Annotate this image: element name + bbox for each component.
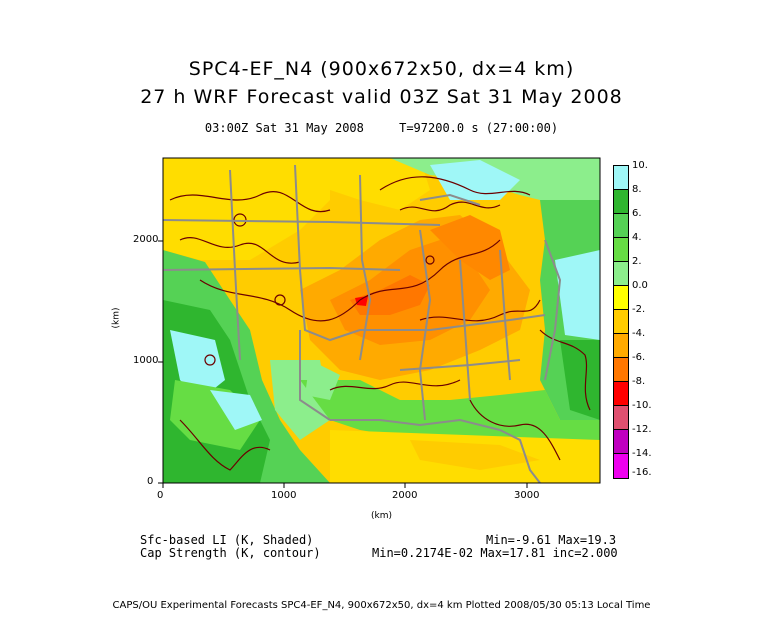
x-tick-3000: 3000 — [514, 490, 540, 501]
colorbar-swatch — [614, 406, 628, 430]
map-frame — [162, 157, 601, 484]
valid-time-label: 03:00Z Sat 31 May 2008 — [204, 121, 364, 135]
colorbar-label: 2. — [632, 256, 642, 267]
colorbar-swatch — [614, 262, 628, 286]
colorbar-swatch — [614, 190, 628, 214]
colorbar-swatch — [614, 430, 628, 454]
colorbar-swatch — [614, 214, 628, 238]
colorbar-label: -16. — [632, 467, 652, 478]
x-tick-1000: 1000 — [271, 490, 297, 501]
plot-credit: CAPS/OU Experimental Forecasts SPC4-EF_N… — [112, 600, 651, 611]
colorbar-label: -2. — [632, 304, 646, 315]
colorbar-label: -6. — [632, 352, 646, 363]
colorbar-label: -4. — [632, 328, 646, 339]
colorbar-label: -14. — [632, 448, 652, 459]
colorbar-swatch — [614, 286, 628, 310]
colorbar-label: 8. — [632, 184, 642, 195]
x-axis-title: (km) — [371, 511, 393, 521]
colorbar-label: 0.0 — [632, 280, 648, 291]
colorbar — [613, 165, 629, 479]
li-field — [163, 158, 600, 483]
colorbar-swatch — [614, 358, 628, 382]
x-tick-2000: 2000 — [392, 490, 418, 501]
plot-title: SPC4-EF_N4 (900x672x50, dx=4 km) — [188, 58, 575, 80]
colorbar-swatch — [614, 238, 628, 262]
contour-field-label: Cap Strength (K, contour) — [140, 546, 321, 560]
y-axis-title: (km) — [111, 307, 122, 329]
y-tick-1000: 1000 — [133, 355, 159, 366]
axis-ticks — [158, 240, 528, 488]
cap-contours — [169, 176, 591, 471]
shaded-field-stats: Min=-9.61 Max=19.3 — [486, 533, 617, 547]
colorbar-label: 4. — [632, 232, 642, 243]
colorbar-swatch — [614, 334, 628, 358]
shaded-field-label: Sfc-based LI (K, Shaded) — [140, 533, 314, 547]
x-tick-0: 0 — [157, 490, 164, 501]
state-boundaries — [163, 164, 562, 483]
model-time-label: T=97200.0 s (27:00:00) — [399, 121, 559, 135]
forecast-title: 27 h WRF Forecast valid 03Z Sat 31 May 2… — [140, 86, 623, 108]
colorbar-swatch — [614, 454, 628, 478]
y-tick-2000: 2000 — [133, 234, 159, 245]
colorbar-label: -12. — [632, 424, 652, 435]
colorbar-label: 6. — [632, 208, 642, 219]
colorbar-swatch — [614, 310, 628, 334]
valid-time-row: 03:00Z Sat 31 May 2008 T=97200.0 s (27:0… — [0, 121, 763, 135]
y-tick-0: 0 — [147, 476, 154, 487]
colorbar-label: 10. — [632, 160, 648, 171]
colorbar-label: -8. — [632, 376, 646, 387]
colorbar-swatch — [614, 382, 628, 406]
contour-field-stats: Min=0.2174E-02 Max=17.81 inc=2.000 — [372, 546, 618, 560]
colorbar-label: -10. — [632, 400, 652, 411]
colorbar-swatch — [614, 166, 628, 190]
